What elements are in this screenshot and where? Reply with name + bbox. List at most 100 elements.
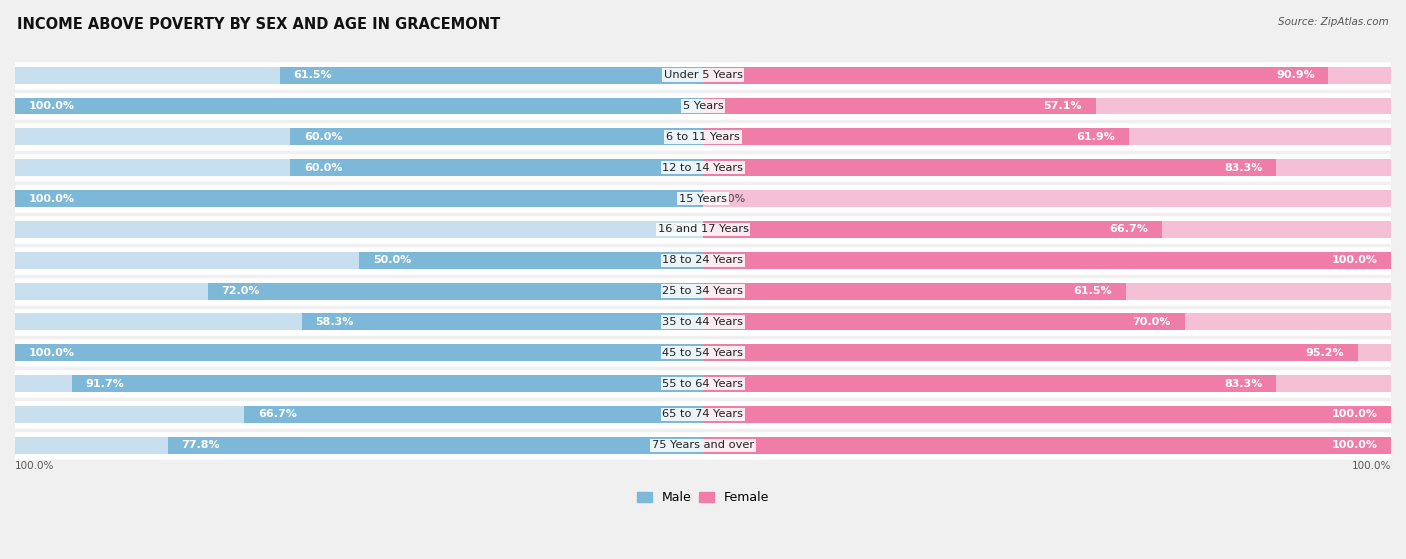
Bar bbox=[167, 437, 703, 454]
Bar bbox=[15, 368, 1391, 399]
Text: 75 Years and over: 75 Years and over bbox=[652, 440, 754, 451]
Bar bbox=[703, 252, 1391, 269]
Bar bbox=[290, 129, 703, 145]
Bar bbox=[703, 437, 1391, 454]
Bar bbox=[15, 190, 703, 207]
Bar bbox=[703, 67, 1391, 84]
Text: 50.0%: 50.0% bbox=[373, 255, 411, 265]
Text: 70.0%: 70.0% bbox=[1132, 317, 1171, 327]
Bar bbox=[703, 375, 1391, 392]
Text: 90.9%: 90.9% bbox=[1275, 70, 1315, 80]
Bar bbox=[703, 437, 1391, 454]
Bar bbox=[703, 314, 1185, 330]
Bar bbox=[703, 344, 1358, 361]
Text: 25 to 34 Years: 25 to 34 Years bbox=[662, 286, 744, 296]
Text: 95.2%: 95.2% bbox=[1306, 348, 1344, 358]
Text: 6 to 11 Years: 6 to 11 Years bbox=[666, 132, 740, 142]
Text: 66.7%: 66.7% bbox=[257, 410, 297, 419]
Bar bbox=[359, 252, 703, 269]
Bar bbox=[15, 214, 1391, 245]
Bar bbox=[15, 375, 703, 392]
Text: 83.3%: 83.3% bbox=[1225, 378, 1263, 389]
Bar bbox=[703, 283, 1391, 300]
Text: 91.7%: 91.7% bbox=[86, 378, 125, 389]
Bar bbox=[15, 159, 703, 176]
Bar bbox=[15, 338, 1391, 368]
Bar bbox=[703, 221, 1161, 238]
Bar bbox=[703, 406, 1391, 423]
Bar bbox=[703, 283, 1126, 300]
Bar bbox=[15, 129, 703, 145]
Bar bbox=[15, 221, 703, 238]
Text: 61.5%: 61.5% bbox=[294, 70, 332, 80]
Text: 0.0%: 0.0% bbox=[717, 193, 745, 203]
Bar bbox=[15, 121, 1391, 152]
Text: 15 Years: 15 Years bbox=[679, 193, 727, 203]
Text: 100.0%: 100.0% bbox=[15, 461, 55, 471]
Bar bbox=[15, 252, 703, 269]
Text: 100.0%: 100.0% bbox=[1331, 440, 1378, 451]
Bar bbox=[15, 283, 703, 300]
Bar bbox=[15, 306, 1391, 338]
Bar bbox=[15, 314, 703, 330]
Bar bbox=[15, 183, 1391, 214]
Bar bbox=[15, 430, 1391, 461]
Text: 61.5%: 61.5% bbox=[1074, 286, 1112, 296]
Bar bbox=[703, 190, 1391, 207]
Bar bbox=[15, 344, 703, 361]
Bar bbox=[703, 221, 1391, 238]
Text: 16 and 17 Years: 16 and 17 Years bbox=[658, 224, 748, 234]
Text: 100.0%: 100.0% bbox=[28, 348, 75, 358]
Text: 72.0%: 72.0% bbox=[221, 286, 260, 296]
Text: 83.3%: 83.3% bbox=[1225, 163, 1263, 173]
Bar bbox=[15, 344, 703, 361]
Bar bbox=[280, 67, 703, 84]
Bar bbox=[703, 159, 1277, 176]
Text: 35 to 44 Years: 35 to 44 Years bbox=[662, 317, 744, 327]
Bar bbox=[703, 375, 1277, 392]
Bar bbox=[703, 406, 1391, 423]
Text: 100.0%: 100.0% bbox=[1351, 461, 1391, 471]
Bar bbox=[703, 159, 1391, 176]
Text: 60.0%: 60.0% bbox=[304, 163, 343, 173]
Text: Under 5 Years: Under 5 Years bbox=[664, 70, 742, 80]
Text: 12 to 14 Years: 12 to 14 Years bbox=[662, 163, 744, 173]
Text: 100.0%: 100.0% bbox=[28, 193, 75, 203]
Text: 45 to 54 Years: 45 to 54 Years bbox=[662, 348, 744, 358]
Bar bbox=[15, 245, 1391, 276]
Bar bbox=[15, 60, 1391, 91]
Text: 100.0%: 100.0% bbox=[1331, 255, 1378, 265]
Text: 5 Years: 5 Years bbox=[683, 101, 723, 111]
Bar bbox=[302, 314, 703, 330]
Bar bbox=[15, 406, 703, 423]
Bar bbox=[15, 276, 1391, 306]
Bar bbox=[15, 437, 703, 454]
Text: 77.8%: 77.8% bbox=[181, 440, 221, 451]
Legend: Male, Female: Male, Female bbox=[634, 489, 772, 506]
Text: 100.0%: 100.0% bbox=[1331, 410, 1378, 419]
Bar bbox=[703, 97, 1391, 115]
Bar bbox=[15, 190, 703, 207]
Bar bbox=[703, 67, 1329, 84]
Bar bbox=[72, 375, 703, 392]
Text: 100.0%: 100.0% bbox=[28, 101, 75, 111]
Bar bbox=[290, 159, 703, 176]
Bar bbox=[208, 283, 703, 300]
Text: 61.9%: 61.9% bbox=[1076, 132, 1115, 142]
Bar bbox=[703, 252, 1391, 269]
Text: Source: ZipAtlas.com: Source: ZipAtlas.com bbox=[1278, 17, 1389, 27]
Bar bbox=[703, 129, 1391, 145]
Bar bbox=[15, 399, 1391, 430]
Text: 60.0%: 60.0% bbox=[304, 132, 343, 142]
Bar bbox=[703, 344, 1391, 361]
Text: INCOME ABOVE POVERTY BY SEX AND AGE IN GRACEMONT: INCOME ABOVE POVERTY BY SEX AND AGE IN G… bbox=[17, 17, 501, 32]
Bar bbox=[15, 152, 1391, 183]
Text: 65 to 74 Years: 65 to 74 Years bbox=[662, 410, 744, 419]
Bar bbox=[15, 91, 1391, 121]
Bar bbox=[703, 129, 1129, 145]
Bar bbox=[15, 67, 703, 84]
Bar bbox=[15, 97, 703, 115]
Bar bbox=[15, 97, 703, 115]
Text: 58.3%: 58.3% bbox=[316, 317, 354, 327]
Bar bbox=[703, 97, 1095, 115]
